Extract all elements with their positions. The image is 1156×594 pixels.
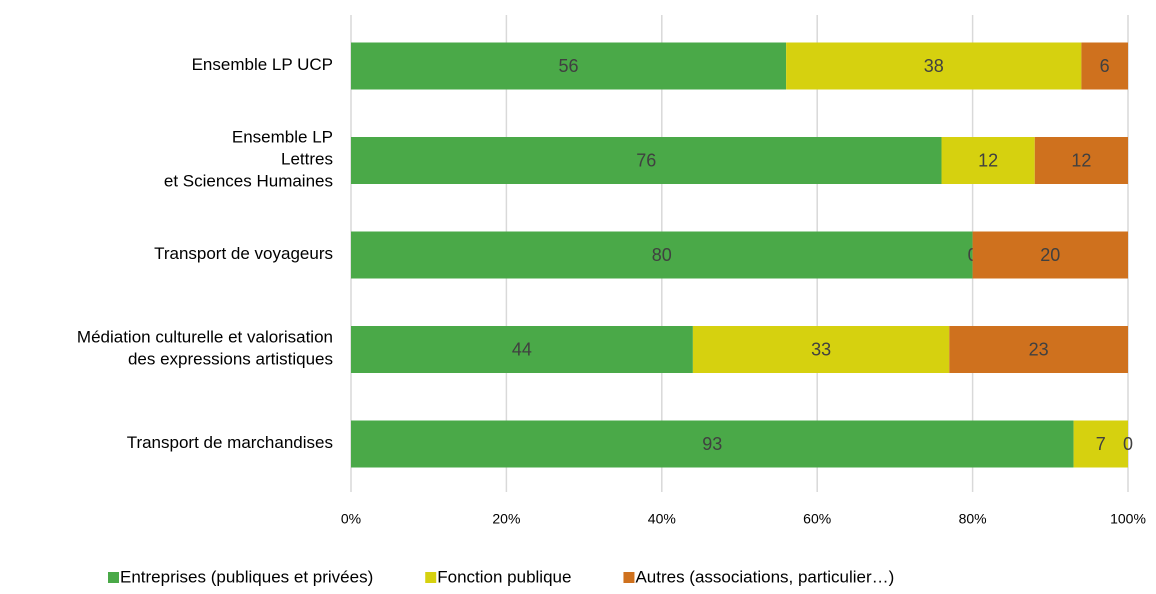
data-label: 23: [1029, 339, 1049, 359]
bar-segment: [351, 326, 693, 373]
data-label: 12: [978, 150, 998, 170]
bar-segment: [351, 420, 1074, 468]
x-tick-label: 80%: [959, 511, 987, 527]
data-label: 20: [1040, 245, 1060, 265]
bar-segment: [1081, 42, 1128, 90]
legend-swatch: [425, 572, 437, 583]
y-tick-label: Ensemble LP Lettres et Sciences Humaines: [164, 128, 333, 191]
data-label: 44: [512, 339, 532, 359]
legend-swatch: [108, 572, 119, 583]
data-label: 38: [924, 56, 944, 76]
x-tick-label: 40%: [648, 511, 676, 527]
y-tick-label: Médiation culturelle et valorisation des …: [77, 328, 333, 369]
bar-segment: [941, 137, 1035, 184]
data-label: 76: [636, 150, 656, 170]
data-label: 7: [1096, 434, 1106, 454]
x-tick-label: 20%: [492, 511, 520, 527]
bar-segment: [786, 42, 1082, 90]
data-label: 33: [811, 339, 831, 359]
data-label: 93: [702, 434, 722, 454]
data-label: 12: [1071, 150, 1091, 170]
x-tick-label: 0%: [341, 511, 361, 527]
bar-segment: [1034, 137, 1128, 184]
bar-segment: [972, 231, 1128, 279]
bar-segment: [351, 137, 942, 184]
y-tick-label: Transport de voyageurs: [154, 244, 333, 263]
data-label: 6: [1100, 56, 1110, 76]
data-label: 80: [652, 245, 672, 265]
x-tick-label: 100%: [1110, 511, 1146, 527]
legend-swatch: [623, 572, 635, 583]
y-tick-label: Ensemble LP UCP: [192, 55, 333, 74]
bar-segment: [351, 42, 787, 90]
legend-label: Entreprises (publiques et privées): [120, 567, 373, 586]
bar-segment: [351, 231, 973, 279]
y-tick-label: Transport de marchandises: [127, 433, 333, 452]
bar-segment: [692, 326, 950, 373]
x-tick-label: 60%: [803, 511, 831, 527]
legend-label: Fonction publique: [437, 567, 571, 586]
legend-label: Autres (associations, particulier…): [635, 567, 894, 586]
data-label: 56: [559, 56, 579, 76]
bar-segment: [949, 326, 1128, 373]
bar-segment: [1073, 420, 1128, 468]
data-label: 0: [1123, 434, 1133, 454]
